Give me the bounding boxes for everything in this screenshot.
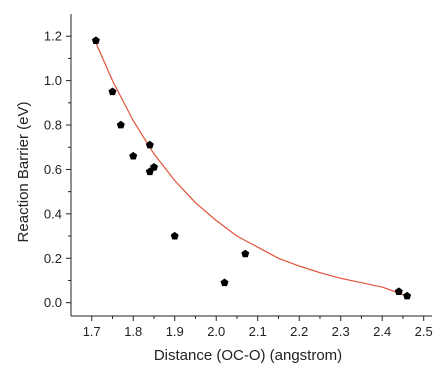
y-tick-label: 0.8 — [44, 118, 62, 133]
x-tick-label: 2.4 — [373, 324, 391, 339]
data-point — [116, 120, 125, 129]
data-point — [91, 36, 100, 44]
data-point — [220, 278, 229, 287]
y-tick-label: 1.2 — [44, 29, 62, 44]
y-tick-label: 0.2 — [44, 251, 62, 266]
fit-curve-group — [95, 42, 408, 297]
x-tick-label: 2.2 — [290, 324, 308, 339]
data-points-group — [91, 36, 412, 300]
data-point — [394, 287, 403, 295]
y-tick-label: 0.6 — [44, 162, 62, 177]
x-tick-label: 1.7 — [83, 324, 101, 339]
axes — [70, 14, 432, 317]
x-axis-ticks: 1.7 1.8 1.9 2.0 2.1 2.2 2.3 2.4 2.5 — [83, 316, 433, 339]
x-tick-label: 1.9 — [166, 324, 184, 339]
y-tick-label: 0.0 — [44, 295, 62, 310]
y-axis-ticks: 0.0 0.2 0.4 0.6 0.8 1.0 1.2 — [44, 29, 71, 310]
data-point — [129, 151, 138, 160]
data-point — [108, 87, 117, 96]
data-point — [145, 140, 154, 149]
x-tick-label: 1.8 — [124, 324, 142, 339]
x-axis-label: Distance (OC-O) (angstrom) — [154, 347, 342, 364]
data-point — [403, 291, 412, 300]
data-point — [170, 231, 179, 240]
data-point — [150, 163, 158, 171]
y-tick-label: 0.4 — [44, 206, 62, 221]
x-tick-label: 2.3 — [332, 324, 350, 339]
x-tick-label: 2.0 — [207, 324, 225, 339]
data-point — [241, 249, 250, 258]
y-axis-label: Reaction Barrier (eV) — [15, 102, 32, 243]
fit-curve — [95, 42, 408, 297]
x-tick-label: 2.5 — [415, 324, 433, 339]
x-tick-label: 2.1 — [249, 324, 267, 339]
y-tick-label: 1.0 — [44, 73, 62, 88]
